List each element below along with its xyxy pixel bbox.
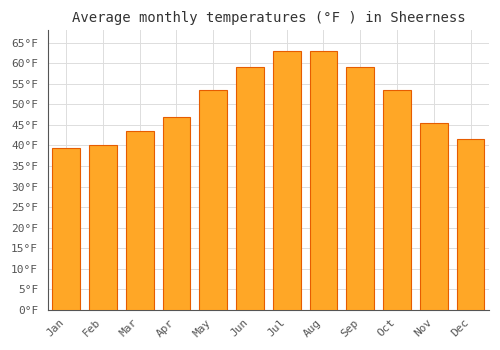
Bar xyxy=(200,90,227,310)
Bar xyxy=(162,117,190,310)
Bar xyxy=(420,123,448,310)
Bar xyxy=(126,131,154,310)
Bar xyxy=(346,68,374,310)
Bar xyxy=(310,51,338,310)
Bar xyxy=(456,139,484,310)
Bar xyxy=(236,68,264,310)
Bar xyxy=(273,51,300,310)
Bar xyxy=(89,146,117,310)
Title: Average monthly temperatures (°F ) in Sheerness: Average monthly temperatures (°F ) in Sh… xyxy=(72,11,465,25)
Bar xyxy=(52,148,80,310)
Bar xyxy=(383,90,411,310)
